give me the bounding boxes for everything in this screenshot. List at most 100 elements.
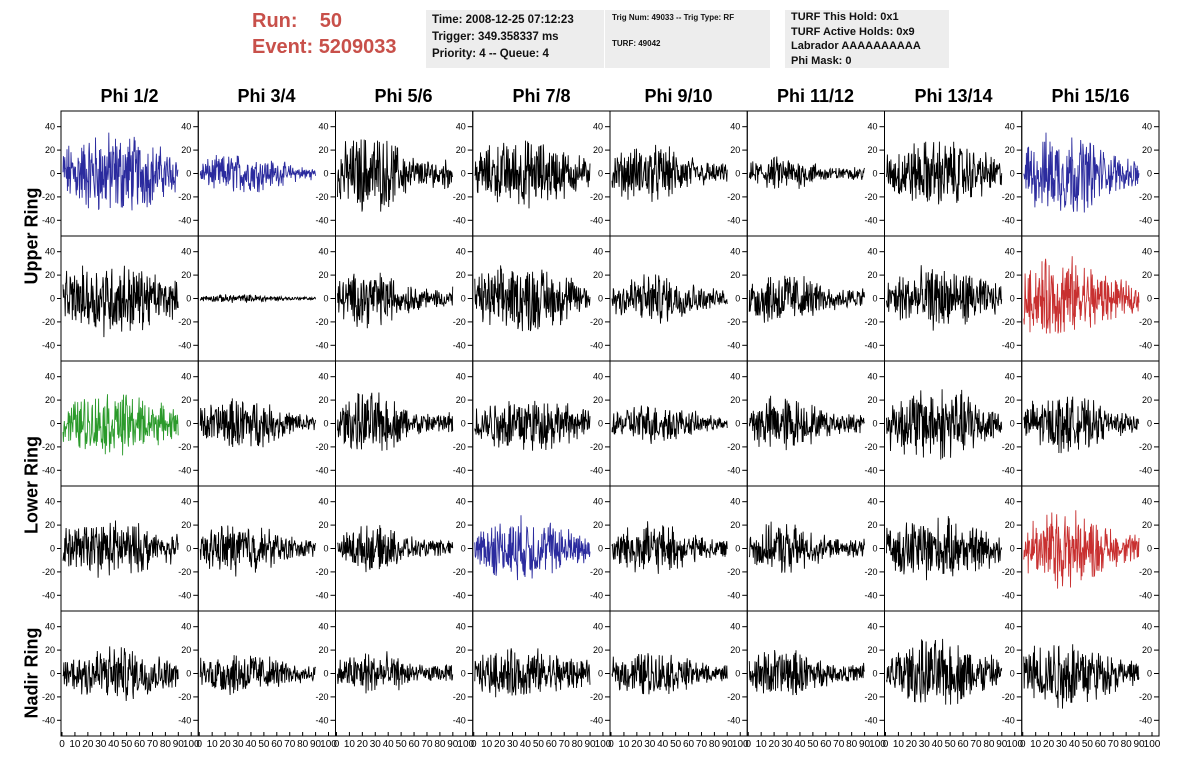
- y-tick-label: 0: [598, 544, 603, 554]
- y-tick-label: 40: [318, 122, 328, 132]
- waveform-trace: [1023, 644, 1140, 709]
- y-tick-label: 0: [50, 669, 55, 679]
- y-tick-label: 0: [323, 544, 328, 554]
- y-tick-label: 40: [45, 622, 55, 632]
- x-tick-label: 0: [1020, 739, 1026, 750]
- x-tick-label: 70: [284, 739, 296, 750]
- x-tick-label: 70: [559, 739, 571, 750]
- y-tick-label: -40: [315, 215, 328, 225]
- y-tick-label: 20: [730, 520, 740, 530]
- y-tick-label: -40: [1139, 215, 1152, 225]
- y-tick-label: -40: [864, 340, 877, 350]
- y-tick-label: 20: [867, 270, 877, 280]
- y-tick-label: 0: [735, 294, 740, 304]
- y-tick-label: 40: [318, 622, 328, 632]
- y-tick-label: 40: [456, 122, 466, 132]
- y-tick-label: -40: [727, 465, 740, 475]
- y-tick-label: 40: [45, 122, 55, 132]
- y-tick-label: -40: [590, 340, 603, 350]
- x-tick-label: 70: [421, 739, 433, 750]
- y-tick-label: -20: [42, 692, 55, 702]
- y-tick-label: -20: [590, 317, 603, 327]
- x-tick-label: 80: [1121, 739, 1133, 750]
- waveform-trace: [337, 272, 454, 329]
- x-tick-label: 70: [970, 739, 982, 750]
- y-tick-label: 40: [456, 372, 466, 382]
- x-tick-label: 10: [618, 739, 630, 750]
- x-tick-label: 20: [906, 739, 918, 750]
- y-tick-label: -20: [590, 442, 603, 452]
- y-tick-label: 20: [181, 270, 191, 280]
- x-tick-label: 10: [1030, 739, 1042, 750]
- y-tick-label: 40: [1005, 372, 1015, 382]
- run-value: 50: [319, 10, 343, 32]
- y-tick-label: 0: [1010, 419, 1015, 429]
- y-tick-label: -40: [315, 465, 328, 475]
- trig-num-text: Trig Num: 49033 -- Trig Type: RF: [612, 13, 735, 22]
- waveform-trace: [337, 139, 454, 212]
- y-tick-label: -20: [178, 317, 191, 327]
- x-tick-label: 20: [82, 739, 94, 750]
- x-tick-label: 80: [572, 739, 584, 750]
- column-header: Phi 9/10: [644, 86, 713, 106]
- y-tick-label: -20: [1002, 567, 1015, 577]
- y-tick-label: 20: [456, 520, 466, 530]
- waveform-trace: [199, 525, 316, 577]
- waveform-trace: [62, 646, 179, 702]
- x-tick-label: 10: [481, 739, 493, 750]
- y-tick-label: 20: [318, 520, 328, 530]
- y-tick-label: -40: [315, 340, 328, 350]
- y-tick-label: -20: [178, 567, 191, 577]
- x-tick-label: 40: [245, 739, 257, 750]
- y-tick-label: 0: [50, 169, 55, 179]
- y-tick-label: -40: [727, 715, 740, 725]
- y-tick-label: -20: [315, 567, 328, 577]
- y-tick-label: 20: [45, 520, 55, 530]
- y-tick-label: 20: [1142, 395, 1152, 405]
- y-tick-label: 20: [730, 395, 740, 405]
- y-tick-label: -40: [453, 590, 466, 600]
- y-tick-label: -40: [864, 590, 877, 600]
- y-tick-label: 40: [593, 247, 603, 257]
- y-tick-label: 20: [1142, 520, 1152, 530]
- y-tick-label: -20: [42, 442, 55, 452]
- y-tick-label: -40: [178, 590, 191, 600]
- y-tick-label: -40: [315, 715, 328, 725]
- y-tick-label: -20: [453, 567, 466, 577]
- x-tick-label: 40: [383, 739, 395, 750]
- y-tick-label: 40: [181, 247, 191, 257]
- x-tick-label: 40: [657, 739, 669, 750]
- waveform-trace: [62, 520, 179, 578]
- y-tick-label: -20: [864, 317, 877, 327]
- y-tick-label: -20: [453, 317, 466, 327]
- y-tick-label: 40: [456, 247, 466, 257]
- y-tick-label: -20: [178, 442, 191, 452]
- y-tick-label: 40: [181, 497, 191, 507]
- y-tick-label: 0: [186, 294, 191, 304]
- x-tick-label: 60: [957, 739, 969, 750]
- x-tick-label: 70: [1108, 739, 1120, 750]
- y-tick-label: -40: [864, 715, 877, 725]
- y-tick-label: 0: [1010, 169, 1015, 179]
- y-tick-label: -20: [453, 692, 466, 702]
- y-tick-label: 40: [45, 497, 55, 507]
- y-tick-label: -20: [864, 692, 877, 702]
- y-tick-label: 40: [730, 622, 740, 632]
- x-tick-label: 100: [183, 739, 200, 750]
- y-tick-label: 20: [45, 395, 55, 405]
- y-tick-label: 40: [1005, 122, 1015, 132]
- x-tick-label: 50: [396, 739, 408, 750]
- x-tick-label: 90: [447, 739, 459, 750]
- y-tick-label: 40: [730, 372, 740, 382]
- y-tick-label: -40: [1002, 215, 1015, 225]
- x-tick-label: 70: [147, 739, 159, 750]
- y-tick-label: -20: [727, 317, 740, 327]
- y-tick-label: -40: [1139, 465, 1152, 475]
- phi-mask-text: Phi Mask: 0: [791, 54, 852, 67]
- y-tick-label: -20: [315, 692, 328, 702]
- x-tick-label: 10: [756, 739, 768, 750]
- y-tick-label: -20: [1002, 692, 1015, 702]
- y-tick-label: -40: [453, 340, 466, 350]
- y-tick-label: -20: [1002, 192, 1015, 202]
- x-tick-label: 0: [471, 739, 477, 750]
